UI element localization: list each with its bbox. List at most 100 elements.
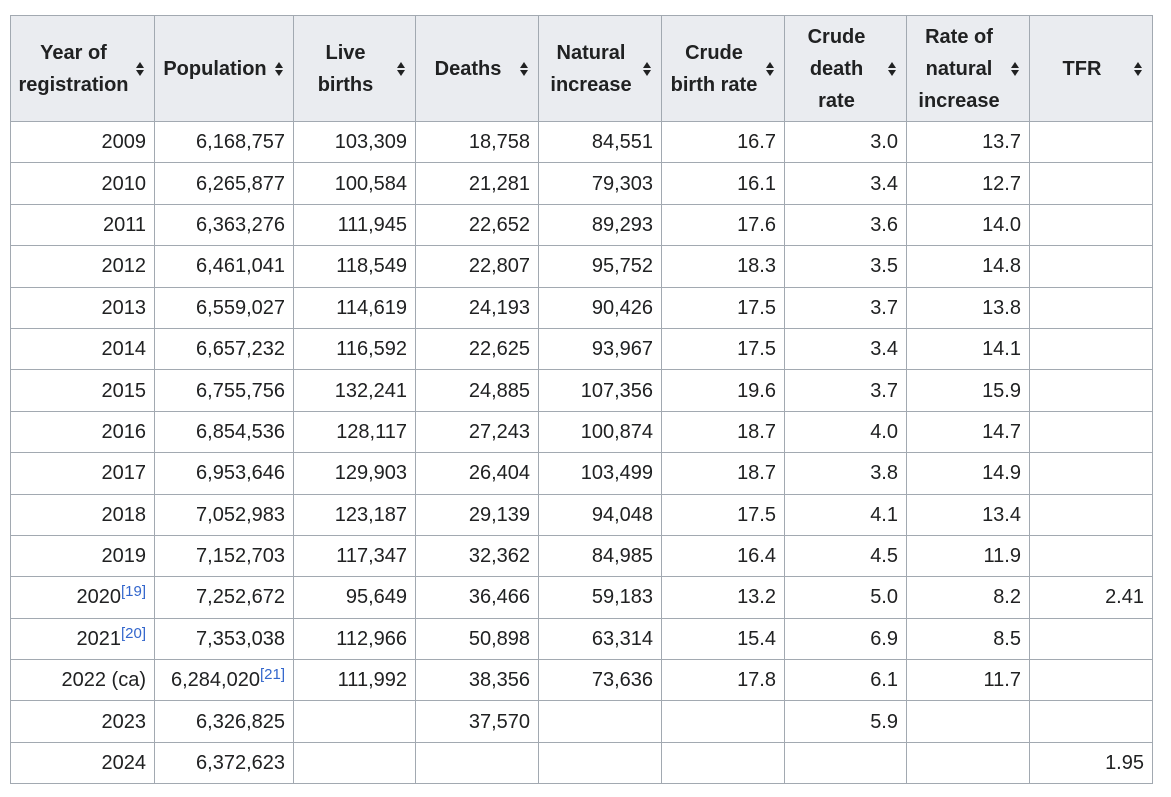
cell-value: 73,636 (591, 669, 653, 692)
column-header-crude-death-rate[interactable]: Crude death rate (784, 15, 907, 122)
cell-rni: 12.7 (906, 162, 1030, 205)
column-header-label: Natural (556, 41, 626, 64)
column-header-year[interactable]: Year of registration (10, 15, 155, 122)
cell-population: 6,284,020[21] (154, 659, 294, 702)
citation-link[interactable]: [19] (120, 583, 146, 601)
cell-year: 2009 (10, 120, 155, 164)
cell-value: 2020 (76, 586, 121, 609)
cell-tfr: 2.41 (1029, 576, 1153, 619)
cell-value: 18.7 (737, 462, 776, 485)
cell-cbr: 18.7 (661, 410, 785, 454)
column-header-label: natural (925, 57, 993, 80)
cell-value: 111,992 (337, 669, 407, 692)
cell-cdr: 4.5 (784, 534, 907, 578)
cell-value: 15.9 (982, 379, 1021, 402)
cell-tfr (1029, 659, 1153, 702)
cell-tfr: 1.95 (1029, 741, 1153, 785)
sort-arrows-icon[interactable] (888, 61, 897, 77)
cell-tfr (1029, 452, 1153, 495)
cell-value: 2011 (102, 213, 146, 236)
cell-value: 6,755,756 (196, 379, 285, 402)
column-header-live-births[interactable]: Live births (293, 15, 416, 122)
cell-value: 6.9 (870, 627, 898, 650)
column-header-label: death (809, 57, 864, 80)
table-row: 2013 6,559,027 114,619 24,193 90,426 17.5 3.7 1… (10, 286, 1153, 329)
sort-arrows-icon[interactable] (520, 61, 529, 77)
cell-rni: 8.2 (906, 576, 1030, 619)
cell-value: 7,052,983 (196, 503, 285, 526)
cell-natural: 84,551 (538, 120, 662, 164)
cell-value: 21,281 (468, 172, 530, 195)
cell-natural: 90,426 (538, 286, 662, 329)
cell-value: 103,499 (580, 462, 653, 485)
cell-year: 2010 (10, 162, 155, 205)
cell-deaths: 22,625 (415, 327, 539, 371)
cell-cbr: 17.5 (661, 286, 785, 329)
cell-value: 17.5 (737, 338, 776, 361)
sort-arrows-icon[interactable] (1011, 61, 1020, 77)
sort-arrows-icon[interactable] (1134, 61, 1143, 77)
cell-value: 2009 (101, 131, 147, 154)
cell-cdr: 3.4 (784, 327, 907, 371)
column-header-deaths[interactable]: Deaths (415, 15, 539, 122)
cell-value: 22,807 (468, 255, 530, 278)
cell-year: 2012 (10, 245, 155, 288)
sort-arrows-icon[interactable] (136, 61, 145, 77)
table-body: 2009 6,168,757 103,309 18,758 84,551 16.7 3.0 1… (10, 120, 1153, 785)
column-header-label: Deaths (434, 57, 502, 80)
cell-value: 17.8 (737, 669, 776, 692)
citation-link[interactable]: [21] (259, 666, 285, 684)
cell-rni: 14.9 (906, 452, 1030, 495)
cell-cbr: 16.1 (661, 162, 785, 205)
cell-deaths: 22,652 (415, 203, 539, 247)
sort-arrows-icon[interactable] (397, 61, 406, 77)
column-header-natural-increase[interactable]: Natural increase (538, 15, 662, 122)
sort-arrows-icon[interactable] (643, 61, 652, 77)
cell-value: 6,854,536 (196, 420, 285, 443)
cell-value: 14.7 (982, 420, 1021, 443)
cell-tfr (1029, 245, 1153, 288)
cell-population: 7,252,672 (154, 576, 294, 619)
cell-cdr: 5.0 (784, 576, 907, 619)
cell-value: 6,363,276 (196, 213, 285, 236)
cell-value: 13.4 (982, 503, 1021, 526)
cell-rni: 13.8 (906, 286, 1030, 329)
column-header-label: registration (18, 73, 129, 96)
cell-births: 117,347 (293, 534, 416, 578)
cell-value: 95,649 (345, 586, 407, 609)
cell-value: 6.1 (870, 669, 898, 692)
column-header-population[interactable]: Population (154, 15, 294, 122)
column-header-crude-birth-rate[interactable]: Crude birth rate (661, 15, 785, 122)
cell-deaths: 37,570 (415, 700, 539, 743)
cell-value: 37,570 (468, 710, 530, 733)
cell-value: 79,303 (591, 172, 653, 195)
sort-arrows-icon[interactable] (766, 61, 775, 77)
cell-natural: 107,356 (538, 369, 662, 412)
cell-tfr (1029, 120, 1153, 164)
cell-value: 27,243 (468, 420, 530, 443)
column-header-label: Crude (685, 41, 743, 64)
cell-value: 63,314 (591, 627, 653, 650)
cell-value: 6,559,027 (196, 296, 285, 319)
cell-value: 116,592 (336, 338, 407, 361)
cell-value: 18,758 (468, 131, 530, 154)
cell-cbr (661, 741, 785, 785)
cell-cdr: 6.1 (784, 659, 907, 702)
cell-value: 2022 (ca) (61, 669, 147, 692)
column-header-rate-of-natural-increase[interactable]: Rate of natural increase (906, 15, 1030, 122)
cell-value: 13.2 (737, 586, 776, 609)
cell-value: 3.5 (870, 255, 898, 278)
cell-value: 8.5 (993, 627, 1021, 650)
cell-population: 6,657,232 (154, 327, 294, 371)
cell-year: 2022 (ca) (10, 659, 155, 702)
cell-year: 2014 (10, 327, 155, 371)
table-row: 2011 6,363,276 111,945 22,652 89,293 17.6 3.6 1… (10, 203, 1153, 247)
cell-value: 6,265,877 (196, 172, 285, 195)
cell-value: 90,426 (591, 296, 653, 319)
cell-value: 84,551 (591, 131, 653, 154)
citation-link[interactable]: [20] (120, 624, 146, 642)
column-header-tfr[interactable]: TFR (1029, 15, 1153, 122)
cell-population: 6,372,623 (154, 741, 294, 785)
sort-arrows-icon[interactable] (275, 61, 284, 77)
cell-value: 3.7 (870, 296, 898, 319)
